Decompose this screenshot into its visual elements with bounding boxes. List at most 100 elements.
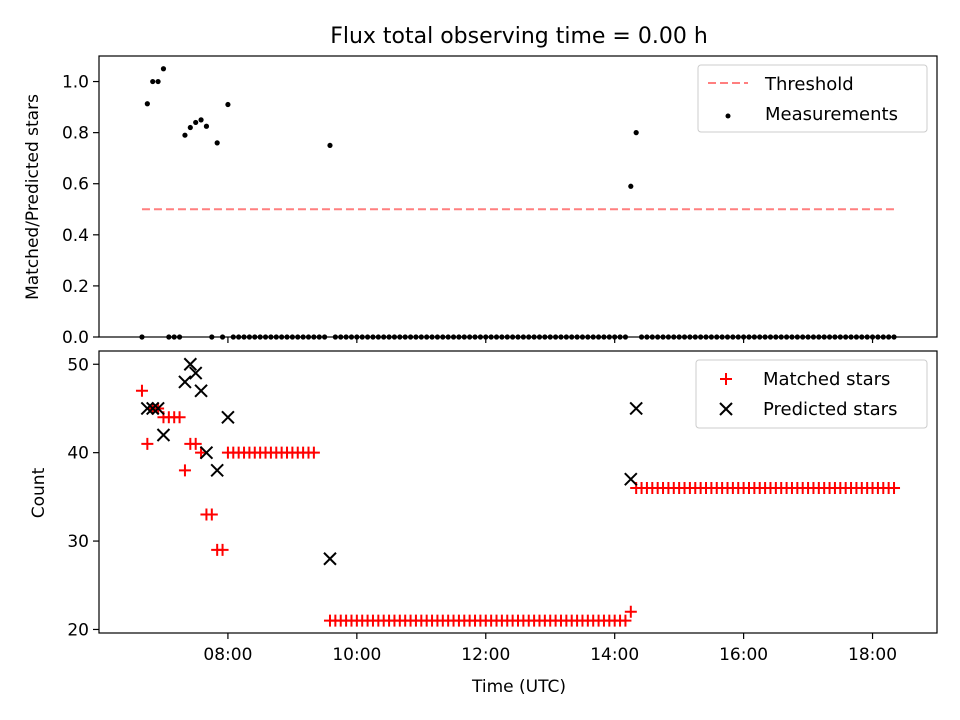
measurement-point: [193, 119, 199, 126]
matched-legend-swatch: [720, 373, 732, 385]
predicted-star-point: [140, 401, 155, 416]
measurement-point: [225, 101, 231, 108]
measurement-point: [676, 334, 682, 340]
count-x-tick-label: 14:00: [590, 645, 639, 665]
measurement-point: [574, 334, 580, 340]
measurement-point: [757, 334, 763, 340]
measurement-point: [531, 334, 537, 340]
measurement-point: [139, 334, 145, 340]
predicted-stars-points: [140, 357, 643, 566]
measurement-point: [762, 334, 768, 340]
measurement-points: [139, 66, 897, 340]
measurement-point: [826, 334, 833, 340]
measurement-point: [601, 334, 607, 340]
predicted-star-point: [188, 366, 203, 380]
predicted-star-point: [199, 445, 214, 460]
measurement-point: [569, 334, 575, 340]
measurement-point: [783, 334, 790, 340]
measurement-point: [708, 334, 714, 340]
measurement-point: [257, 334, 263, 340]
measurement-point: [413, 334, 419, 340]
measurement-point: [359, 334, 365, 340]
predicted-star-point: [194, 384, 208, 398]
x-axis-label: Time (UTC): [471, 677, 566, 697]
count-plot-frame: [98, 350, 938, 634]
measurement-point: [671, 334, 677, 340]
measurement-point: [472, 334, 478, 340]
predicted-star-point: [146, 401, 160, 416]
measurement-point: [219, 334, 226, 340]
measurement-point: [434, 334, 441, 340]
measurement-point: [536, 334, 543, 340]
measurement-point: [445, 334, 451, 340]
measurement-point: [590, 334, 596, 340]
measurement-point: [595, 334, 602, 340]
count-x-tick-label: 08:00: [203, 645, 252, 665]
count-y-tick-label: 30: [67, 532, 89, 552]
measurement-point: [735, 334, 741, 340]
measurement-point: [386, 334, 392, 340]
measurement-point: [526, 334, 532, 340]
measurement-point: [488, 334, 494, 340]
measurement-point: [853, 334, 860, 340]
ratio-panel: 0.0 0.2 0.4 0.6 0.8 1.0 Matched/Predicted sta…: [23, 55, 938, 348]
predicted-star-point: [183, 357, 198, 371]
measurement-point: [176, 334, 183, 340]
measurement-point: [767, 334, 774, 340]
measurement-point: [542, 334, 548, 340]
count-x-ticks: 08:00 10:00 12:00 14:00 16:00 18:00: [203, 633, 897, 665]
measurement-point: [236, 334, 242, 340]
predicted-star-point: [178, 375, 192, 389]
measurement-point: [633, 130, 639, 136]
count-legend: Matched stars Predicted stars: [695, 359, 928, 429]
matched-star-point: [888, 482, 901, 495]
measurement-point: [182, 132, 188, 138]
matched-star-point: [624, 605, 637, 618]
measurement-point: [327, 142, 333, 149]
measurement-point: [171, 334, 177, 340]
ratio-legend-frame: [697, 64, 928, 133]
matched-star-point: [173, 411, 186, 424]
measurement-point: [391, 334, 398, 340]
measurements-legend-swatch: [725, 113, 731, 119]
count-x-tick-label: 16:00: [719, 645, 768, 665]
count-y-tick-label: 50: [67, 355, 89, 375]
measurement-point: [477, 334, 483, 340]
measurement-point: [837, 334, 843, 340]
measurement-point: [520, 334, 526, 340]
measurement-point: [800, 334, 806, 340]
measurement-point: [467, 334, 473, 340]
measurement-point: [719, 334, 725, 340]
measurement-point: [418, 334, 424, 340]
ratio-y-tick-label: 1.0: [62, 73, 89, 93]
predicted-star-point: [624, 472, 638, 486]
measurement-point: [252, 334, 258, 340]
measurement-point: [300, 334, 306, 340]
ratio-y-ticks: 0.0 0.2 0.4 0.6 0.8 1.0: [62, 73, 99, 348]
measurement-point: [289, 334, 295, 340]
measurement-point: [687, 334, 693, 340]
count-y-tick-label: 20: [67, 620, 89, 640]
measurement-point: [714, 334, 720, 340]
measurement-point: [348, 334, 355, 340]
measurement-point: [703, 334, 709, 340]
matched-stars-points: [135, 384, 901, 627]
measurement-point: [150, 78, 156, 85]
measurement-point: [230, 334, 236, 340]
measurement-point: [279, 334, 285, 340]
measurement-point: [262, 334, 269, 340]
measurement-point: [493, 334, 500, 340]
measurement-point: [751, 334, 757, 340]
measurement-point: [875, 334, 881, 340]
matched-legend-label: Matched stars: [763, 369, 890, 390]
measurement-point: [397, 334, 403, 340]
measurement-point: [343, 334, 349, 340]
predicted-legend-label: Predicted stars: [763, 399, 897, 420]
measurement-point: [563, 334, 569, 340]
count-y-label: Count: [29, 467, 49, 518]
predicted-star-point: [156, 428, 171, 442]
measurement-point: [617, 334, 623, 340]
measurement-point: [698, 334, 704, 340]
